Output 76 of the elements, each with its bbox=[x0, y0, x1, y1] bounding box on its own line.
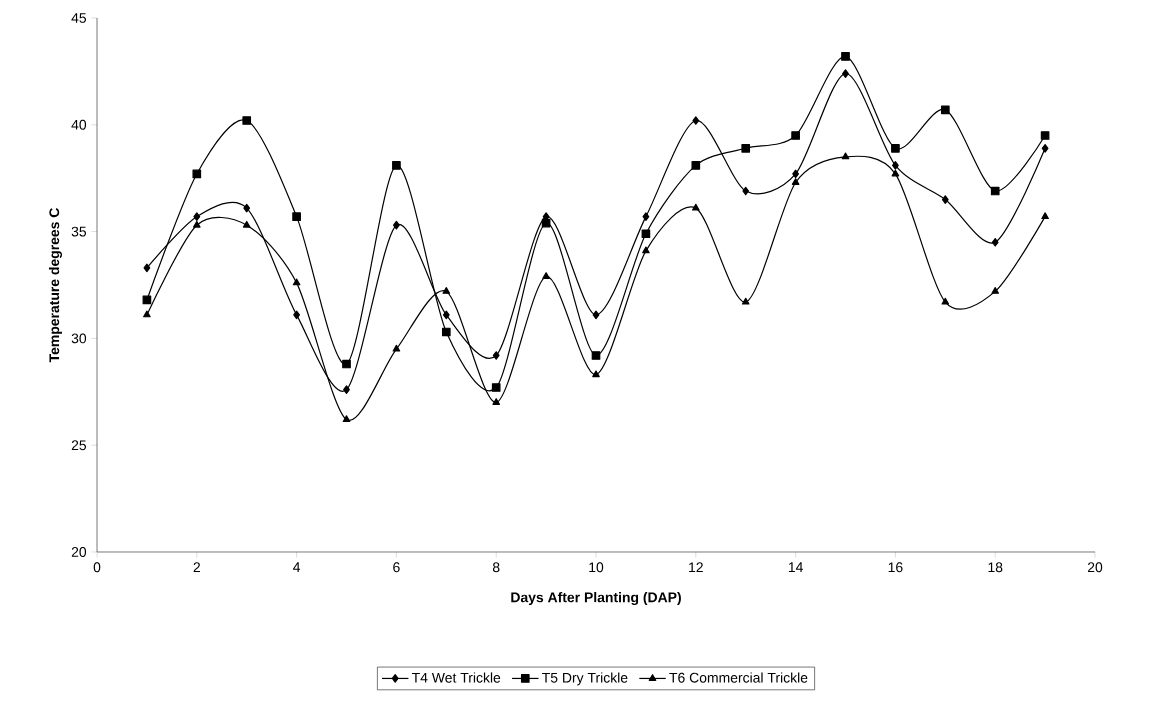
y-tick-label: 20 bbox=[71, 547, 87, 557]
x-tick-label: 2 bbox=[193, 562, 200, 573]
point bbox=[892, 161, 899, 170]
y-tick-label: 30 bbox=[71, 333, 87, 344]
point bbox=[292, 212, 301, 221]
point bbox=[741, 297, 750, 305]
point bbox=[392, 161, 401, 170]
point bbox=[192, 220, 201, 228]
y-tick-label: 25 bbox=[71, 440, 87, 451]
point bbox=[792, 169, 800, 179]
point bbox=[941, 297, 950, 305]
point bbox=[891, 143, 900, 153]
point bbox=[441, 327, 451, 337]
point bbox=[691, 203, 700, 211]
point bbox=[343, 385, 350, 394]
point bbox=[642, 212, 650, 221]
point bbox=[791, 131, 800, 140]
point bbox=[941, 195, 949, 204]
point bbox=[692, 116, 700, 125]
legend-label: T4 Wet Trickle bbox=[411, 672, 501, 683]
x-tick-label: 8 bbox=[492, 562, 500, 573]
point bbox=[691, 161, 701, 170]
point bbox=[242, 220, 251, 228]
point bbox=[193, 212, 201, 221]
x-tick-label: 0 bbox=[93, 562, 101, 573]
point bbox=[1041, 143, 1049, 153]
x-tick-label: 4 bbox=[293, 562, 301, 572]
point bbox=[991, 287, 1000, 294]
point bbox=[143, 310, 151, 318]
point bbox=[591, 351, 601, 360]
point bbox=[242, 116, 252, 125]
point bbox=[442, 310, 450, 320]
point bbox=[592, 370, 600, 378]
point bbox=[991, 237, 999, 247]
x-tick-label: 10 bbox=[589, 562, 604, 573]
legend-label: T5 Dry Trickle bbox=[542, 672, 628, 686]
point bbox=[491, 383, 501, 392]
point bbox=[143, 263, 151, 273]
point bbox=[990, 186, 1000, 196]
point bbox=[393, 220, 400, 230]
x-tick-label: 16 bbox=[888, 562, 903, 573]
x-tick-label: 6 bbox=[393, 562, 400, 573]
point bbox=[741, 143, 751, 153]
point bbox=[592, 310, 600, 320]
point bbox=[1040, 131, 1050, 140]
point bbox=[243, 203, 251, 213]
y-tick-label: 35 bbox=[71, 226, 87, 237]
point bbox=[891, 169, 900, 177]
point bbox=[192, 169, 202, 179]
point bbox=[742, 186, 750, 196]
point bbox=[342, 415, 351, 423]
y-tick-label: 45 bbox=[71, 13, 87, 23]
point bbox=[841, 152, 850, 160]
point bbox=[292, 278, 301, 286]
x-tick-label: 14 bbox=[788, 562, 803, 572]
point bbox=[1041, 212, 1049, 220]
x-tick-label: 20 bbox=[1087, 562, 1103, 573]
point bbox=[841, 52, 850, 61]
x-tick-label: 12 bbox=[689, 562, 703, 573]
y-tick-label: 40 bbox=[71, 119, 87, 130]
point bbox=[842, 69, 849, 78]
point bbox=[492, 398, 501, 405]
point bbox=[492, 351, 500, 360]
y-axis-title: Temperature degrees C bbox=[48, 208, 63, 363]
point bbox=[542, 272, 550, 279]
x-tick-label: 18 bbox=[988, 562, 1003, 573]
point bbox=[293, 310, 301, 320]
point bbox=[342, 359, 351, 369]
point bbox=[392, 344, 401, 352]
point bbox=[940, 105, 950, 115]
point bbox=[791, 178, 800, 185]
legend-label: T6 Commercial Trickle bbox=[669, 672, 808, 683]
point bbox=[642, 246, 650, 254]
x-axis-title: Days After Planting (DAP) bbox=[511, 592, 681, 606]
point bbox=[442, 287, 451, 294]
point bbox=[641, 229, 651, 239]
